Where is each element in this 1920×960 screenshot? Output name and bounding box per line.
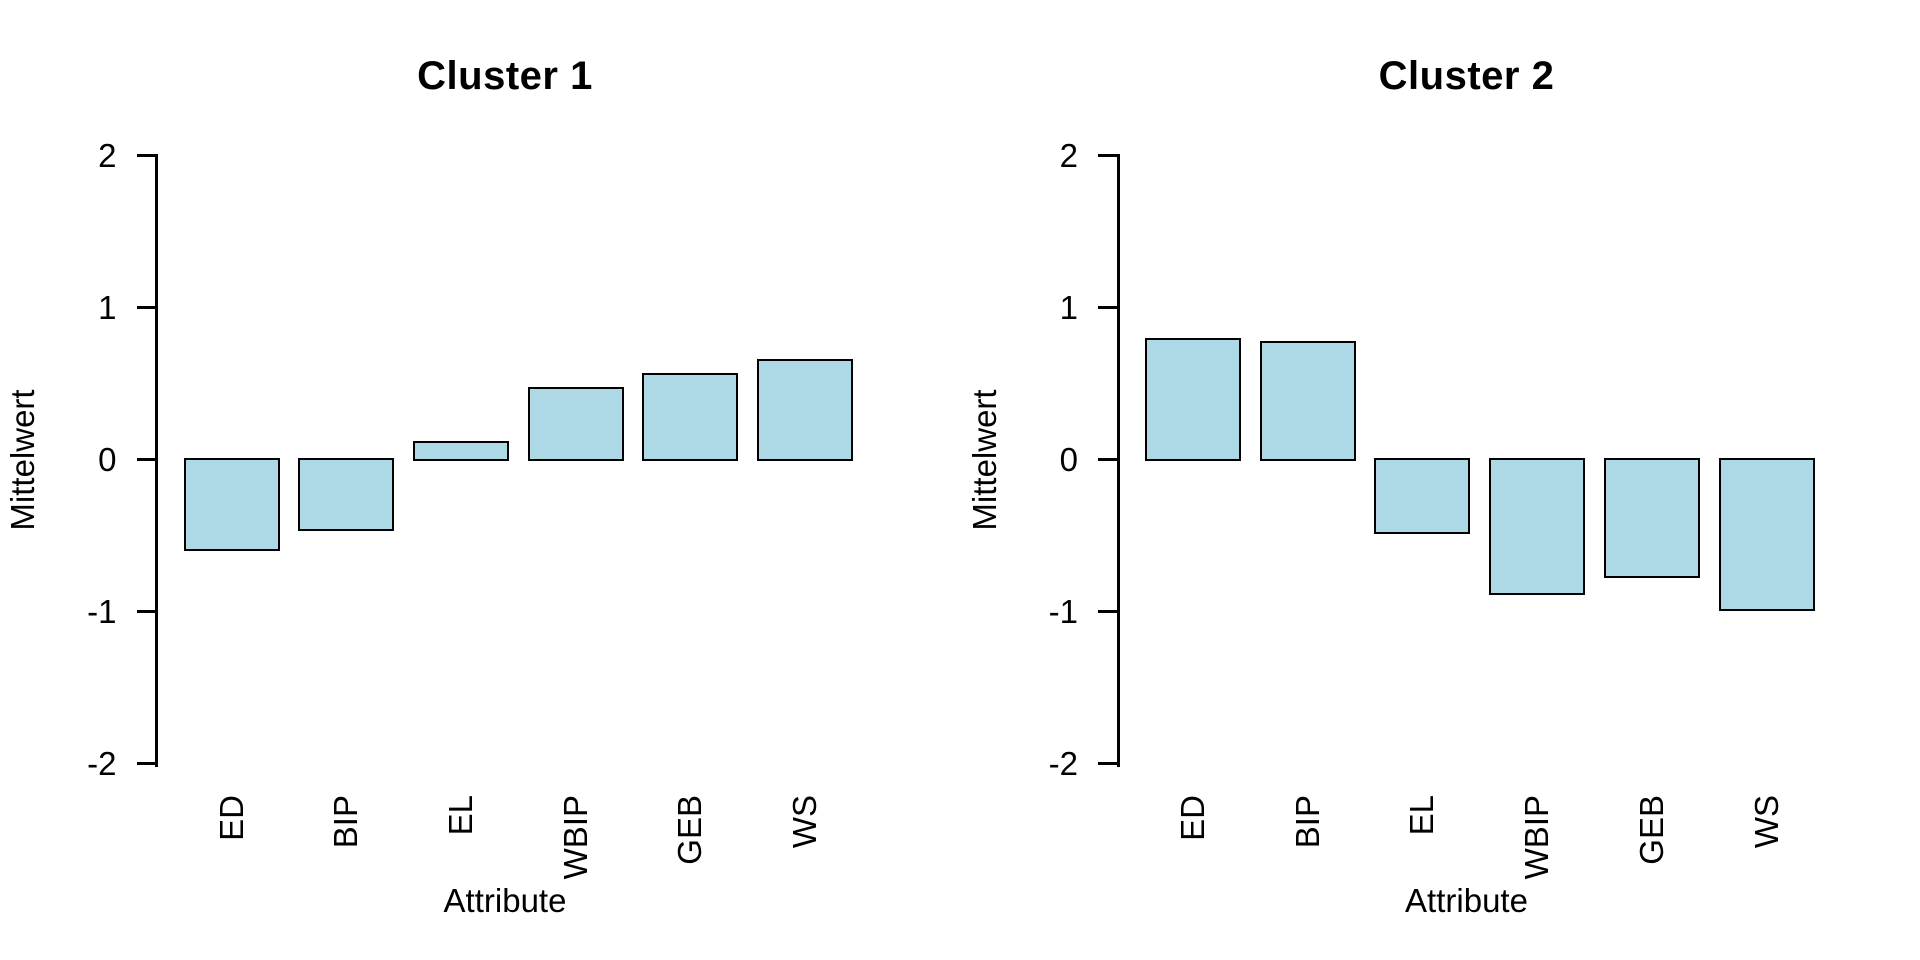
x-tick-label-text: WBIP <box>1518 795 1556 880</box>
bar-geb <box>1603 458 1700 579</box>
bar-geb <box>642 372 739 461</box>
bar-wbip <box>1489 458 1586 595</box>
y-axis-line <box>155 154 158 767</box>
y-axis-tick-label: -2 <box>87 744 117 782</box>
y-axis-tick-label: 2 <box>1059 136 1078 174</box>
bar-ws <box>757 359 853 461</box>
bar-ws <box>1718 458 1815 612</box>
chart-title: Cluster 1 <box>417 54 593 98</box>
x-tick-label-text: EL <box>1403 795 1441 836</box>
y-axis-tick-label: 0 <box>98 440 117 478</box>
bar-bip <box>298 458 395 531</box>
y-axis-tick <box>136 458 157 461</box>
y-axis-line <box>1116 154 1120 767</box>
y-axis-tick <box>136 154 157 157</box>
y-axis-tick-label: 2 <box>98 136 117 174</box>
y-axis-tick <box>1098 154 1118 157</box>
y-axis-tick-label: -2 <box>1048 744 1078 782</box>
chart-title: Cluster 2 <box>1378 54 1555 98</box>
bar-ed <box>183 458 280 551</box>
y-axis-tick-label: -1 <box>1048 592 1078 630</box>
y-axis-tick <box>1098 762 1118 765</box>
x-axis-label: Attribute <box>443 882 567 919</box>
bar-el <box>1374 458 1471 534</box>
y-axis-tick-label: 1 <box>1059 288 1078 326</box>
y-axis-tick <box>136 762 157 765</box>
bar-bip <box>1259 340 1356 461</box>
y-axis-label-text: Mittelwert <box>965 388 1003 531</box>
x-axis-label: Attribute <box>1405 882 1528 919</box>
y-axis-tick <box>1098 306 1118 309</box>
bar-wbip <box>527 386 624 461</box>
x-tick-label-text: BIP <box>1288 795 1326 849</box>
x-tick-label-text: ED <box>1174 795 1211 841</box>
y-axis-tick <box>136 306 157 309</box>
y-axis-tick-label: -1 <box>87 592 117 630</box>
bar-el <box>412 441 509 461</box>
y-axis-tick-label: 1 <box>98 288 117 326</box>
y-axis-tick <box>1098 610 1118 613</box>
y-axis-tick <box>1098 458 1118 461</box>
bar-ed <box>1145 337 1241 461</box>
x-tick-label-text: WS <box>1747 795 1785 849</box>
y-axis-tick <box>136 610 157 613</box>
x-tick-label-text: GEB <box>1632 795 1670 865</box>
y-axis-tick-label: 0 <box>1059 440 1078 478</box>
